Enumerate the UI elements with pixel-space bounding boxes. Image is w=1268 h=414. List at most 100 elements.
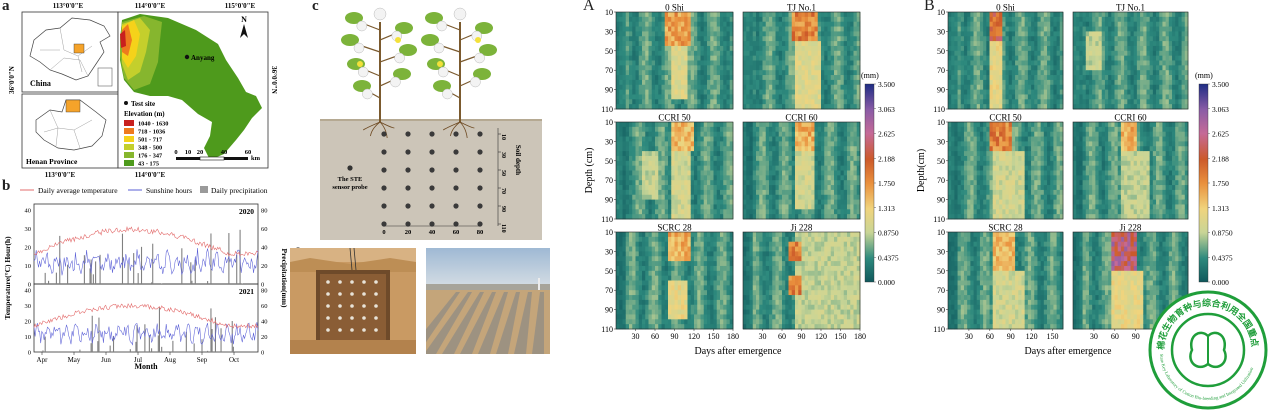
heat-cell bbox=[743, 36, 747, 42]
heat-cell bbox=[687, 199, 692, 205]
heat-cell bbox=[681, 270, 685, 277]
heat-cell bbox=[769, 70, 773, 76]
heat-cell bbox=[791, 160, 796, 167]
heat-cell bbox=[759, 131, 763, 137]
heat-cell bbox=[703, 256, 708, 262]
heat-cell bbox=[840, 256, 845, 262]
heat-cell bbox=[622, 175, 627, 181]
heat-cell bbox=[759, 285, 763, 291]
heat-cell bbox=[804, 290, 809, 296]
heat-cell bbox=[743, 199, 747, 205]
heat-cell bbox=[817, 99, 822, 105]
heat-cell bbox=[625, 65, 630, 71]
heat-cell bbox=[847, 155, 851, 162]
heat-cell bbox=[986, 36, 990, 42]
heat-cell bbox=[759, 146, 763, 152]
heat-cell bbox=[976, 16, 981, 23]
heat-cell bbox=[729, 99, 734, 105]
heat-panel-title: TJ No.1 bbox=[787, 3, 816, 13]
heat-cell bbox=[999, 26, 1003, 32]
heat-cell bbox=[694, 136, 698, 142]
heat-cell bbox=[645, 241, 649, 247]
heat-cell bbox=[697, 214, 701, 220]
heat-cell bbox=[762, 275, 767, 281]
heat-cell bbox=[772, 12, 776, 18]
heat-cell bbox=[674, 285, 679, 291]
heat-cell bbox=[713, 70, 718, 76]
heat-cell bbox=[785, 94, 789, 100]
heat-cell bbox=[684, 21, 688, 27]
heat-cell bbox=[847, 16, 851, 23]
heat-cell bbox=[954, 104, 958, 110]
heat-cell bbox=[622, 70, 627, 76]
heat-cell bbox=[645, 55, 649, 61]
heat-cell bbox=[690, 75, 695, 81]
heat-cell bbox=[788, 12, 793, 18]
heat-cell bbox=[700, 155, 705, 162]
heat-cell bbox=[671, 99, 675, 105]
heat-cell bbox=[674, 136, 679, 142]
heat-cell bbox=[795, 299, 799, 306]
heat-cell bbox=[677, 295, 682, 301]
heat-cell bbox=[687, 94, 692, 100]
heat-cell bbox=[824, 232, 828, 238]
heat-cell bbox=[681, 265, 685, 272]
heat-cell bbox=[664, 155, 669, 162]
heat-cell bbox=[843, 50, 848, 57]
heat-cell bbox=[616, 41, 620, 47]
heat-cell bbox=[992, 89, 997, 95]
heat-cell bbox=[811, 285, 815, 291]
heat-cell bbox=[648, 165, 653, 171]
heat-cell bbox=[850, 141, 854, 147]
heat-cell bbox=[960, 104, 965, 110]
heat-cell bbox=[850, 304, 854, 310]
panel-label-c: c bbox=[312, 0, 319, 14]
heat-cell bbox=[622, 324, 627, 330]
heat-cell bbox=[632, 204, 636, 210]
heat-cell bbox=[752, 265, 757, 272]
heat-cell bbox=[635, 280, 640, 286]
anyang-highlight-henan bbox=[65, 99, 81, 113]
heat-cell bbox=[840, 160, 845, 167]
month-tick: Jun bbox=[101, 356, 111, 364]
heat-cell bbox=[642, 314, 646, 320]
heat-cell bbox=[690, 65, 695, 71]
heat-cell bbox=[989, 94, 994, 100]
heat-cell bbox=[951, 104, 955, 110]
heat-cell bbox=[710, 16, 714, 23]
heat-cell bbox=[824, 141, 828, 147]
heat-cell bbox=[785, 60, 789, 66]
heat-cell bbox=[687, 36, 692, 42]
heat-cell bbox=[811, 160, 815, 167]
heat-cell bbox=[648, 309, 653, 315]
heat-cell bbox=[700, 99, 705, 105]
heat-cell bbox=[661, 99, 666, 105]
heat-cell bbox=[713, 151, 718, 157]
heat-cell bbox=[847, 261, 851, 267]
heat-cell bbox=[632, 131, 636, 137]
heat-cell bbox=[729, 189, 734, 196]
heat-cell bbox=[671, 214, 675, 220]
heat-cell bbox=[642, 204, 646, 210]
heat-cell bbox=[843, 165, 848, 171]
heat-cell bbox=[801, 16, 806, 23]
heat-cell bbox=[801, 185, 806, 191]
heat-cell bbox=[752, 241, 757, 247]
heat-cell bbox=[743, 60, 747, 66]
heat-cell bbox=[743, 175, 747, 181]
heat-cell bbox=[616, 31, 620, 37]
heat-cell bbox=[723, 99, 727, 105]
heat-cell bbox=[716, 50, 721, 57]
heat-cell bbox=[684, 16, 688, 23]
heat-cell bbox=[769, 94, 773, 100]
heat-cell bbox=[651, 319, 656, 325]
heat-cell bbox=[837, 104, 841, 110]
heat-cell bbox=[723, 290, 727, 296]
heat-cell bbox=[834, 304, 838, 310]
heat-cell bbox=[687, 309, 692, 315]
heat-cell bbox=[772, 251, 776, 257]
heat-cell bbox=[723, 26, 727, 32]
heat-cell bbox=[710, 146, 714, 152]
heat-cell bbox=[775, 41, 780, 47]
heat-cell bbox=[632, 21, 636, 27]
